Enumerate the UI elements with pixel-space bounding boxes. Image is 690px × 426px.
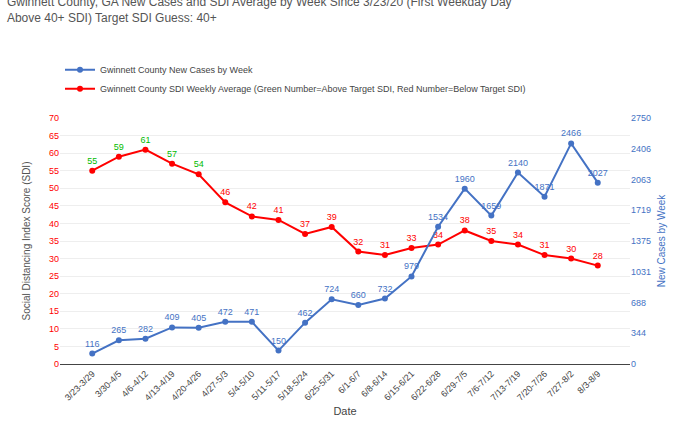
svg-text:405: 405 bbox=[191, 313, 206, 323]
svg-text:5/4-5/10: 5/4-5/10 bbox=[226, 369, 256, 399]
svg-text:Date: Date bbox=[333, 405, 356, 417]
svg-text:34: 34 bbox=[513, 230, 523, 240]
svg-text:33: 33 bbox=[407, 233, 417, 243]
svg-text:2466: 2466 bbox=[561, 128, 581, 138]
svg-text:Gwinnett County New Cases by W: Gwinnett County New Cases by Week bbox=[100, 65, 253, 75]
svg-text:4/6-4/12: 4/6-4/12 bbox=[120, 369, 150, 399]
svg-text:979: 979 bbox=[404, 261, 419, 271]
svg-text:2027: 2027 bbox=[588, 168, 608, 178]
svg-text:1960: 1960 bbox=[455, 174, 475, 184]
svg-text:8/3-8/9: 8/3-8/9 bbox=[575, 369, 602, 396]
svg-text:1534: 1534 bbox=[428, 212, 448, 222]
svg-text:4/20-4/26: 4/20-4/26 bbox=[169, 369, 203, 403]
svg-text:6/8-6/14: 6/8-6/14 bbox=[359, 369, 389, 399]
svg-text:0: 0 bbox=[54, 359, 59, 369]
svg-text:34: 34 bbox=[433, 230, 443, 240]
svg-text:150: 150 bbox=[271, 336, 286, 346]
svg-text:15: 15 bbox=[49, 306, 59, 316]
svg-text:55: 55 bbox=[87, 156, 97, 166]
svg-text:Gwinnett County, GA New Cases: Gwinnett County, GA New Cases and SDI Av… bbox=[7, 0, 512, 25]
svg-text:42: 42 bbox=[247, 201, 257, 211]
svg-text:45: 45 bbox=[49, 201, 59, 211]
svg-text:2406: 2406 bbox=[631, 144, 651, 154]
svg-text:41: 41 bbox=[273, 205, 283, 215]
svg-text:New Cases by Week: New Cases by Week bbox=[656, 194, 667, 288]
svg-text:50: 50 bbox=[49, 183, 59, 193]
svg-text:38: 38 bbox=[460, 215, 470, 225]
svg-text:471: 471 bbox=[244, 307, 259, 317]
svg-text:10: 10 bbox=[49, 324, 59, 334]
svg-text:2063: 2063 bbox=[631, 175, 651, 185]
svg-text:5/11-5/17: 5/11-5/17 bbox=[250, 369, 283, 402]
svg-text:40: 40 bbox=[49, 219, 59, 229]
svg-text:7/13-7/19: 7/13-7/19 bbox=[489, 369, 523, 403]
svg-text:5: 5 bbox=[54, 342, 59, 352]
svg-text:409: 409 bbox=[165, 312, 180, 322]
svg-text:57: 57 bbox=[167, 149, 177, 159]
svg-text:344: 344 bbox=[631, 328, 646, 338]
svg-text:7/27-8/2: 7/27-8/2 bbox=[545, 369, 575, 399]
svg-text:1031: 1031 bbox=[631, 267, 651, 277]
svg-text:3/30-4/5: 3/30-4/5 bbox=[93, 369, 123, 399]
svg-text:6/25-5/31: 6/25-5/31 bbox=[302, 369, 336, 403]
svg-text:20: 20 bbox=[49, 289, 59, 299]
svg-text:60: 60 bbox=[49, 148, 59, 158]
svg-text:65: 65 bbox=[49, 131, 59, 141]
svg-text:37: 37 bbox=[300, 219, 310, 229]
svg-text:2750: 2750 bbox=[631, 113, 651, 123]
svg-text:30: 30 bbox=[49, 254, 59, 264]
svg-text:462: 462 bbox=[298, 308, 313, 318]
svg-text:5/18-5/24: 5/18-5/24 bbox=[276, 369, 310, 403]
svg-text:6/29-7/5: 6/29-7/5 bbox=[439, 369, 469, 399]
svg-text:30: 30 bbox=[566, 244, 576, 254]
svg-text:1659: 1659 bbox=[481, 201, 501, 211]
svg-text:282: 282 bbox=[138, 324, 153, 334]
svg-text:732: 732 bbox=[377, 284, 392, 294]
svg-text:Social Distancing Index Score: Social Distancing Index Score (SDI) bbox=[21, 162, 32, 321]
svg-text:28: 28 bbox=[593, 251, 603, 261]
svg-text:55: 55 bbox=[49, 166, 59, 176]
svg-text:4/27-5/3: 4/27-5/3 bbox=[199, 369, 229, 399]
svg-text:54: 54 bbox=[194, 159, 204, 169]
svg-text:6/15-6/21: 6/15-6/21 bbox=[382, 369, 416, 403]
svg-text:1871: 1871 bbox=[535, 182, 555, 192]
svg-text:61: 61 bbox=[140, 135, 150, 145]
svg-text:7/6-7/12: 7/6-7/12 bbox=[465, 369, 495, 399]
svg-text:31: 31 bbox=[380, 240, 390, 250]
svg-text:660: 660 bbox=[351, 290, 366, 300]
svg-text:688: 688 bbox=[631, 298, 646, 308]
svg-text:116: 116 bbox=[85, 339, 99, 349]
svg-text:7/20-7/26: 7/20-7/26 bbox=[515, 369, 549, 403]
svg-text:32: 32 bbox=[353, 237, 363, 247]
svg-text:1375: 1375 bbox=[631, 236, 651, 246]
svg-text:70: 70 bbox=[49, 113, 59, 123]
svg-text:4/13-4/19: 4/13-4/19 bbox=[143, 369, 177, 403]
svg-text:31: 31 bbox=[540, 240, 550, 250]
svg-text:3/23-3/29: 3/23-3/29 bbox=[63, 369, 97, 403]
svg-text:46: 46 bbox=[220, 187, 230, 197]
svg-text:25: 25 bbox=[49, 271, 59, 281]
svg-text:6/1-6/7: 6/1-6/7 bbox=[336, 369, 363, 396]
svg-text:472: 472 bbox=[218, 307, 233, 317]
svg-text:35: 35 bbox=[486, 226, 496, 236]
svg-text:2140: 2140 bbox=[508, 158, 528, 168]
svg-text:35: 35 bbox=[49, 236, 59, 246]
svg-text:0: 0 bbox=[631, 359, 636, 369]
svg-text:265: 265 bbox=[111, 325, 126, 335]
svg-text:39: 39 bbox=[327, 212, 337, 222]
svg-text:1719: 1719 bbox=[631, 205, 651, 215]
svg-text:Gwinnett County SDI Weekly Ave: Gwinnett County SDI Weekly Average (Gree… bbox=[100, 84, 526, 94]
svg-text:724: 724 bbox=[324, 284, 339, 294]
svg-text:59: 59 bbox=[114, 142, 124, 152]
svg-text:6/22-6/28: 6/22-6/28 bbox=[409, 369, 443, 403]
